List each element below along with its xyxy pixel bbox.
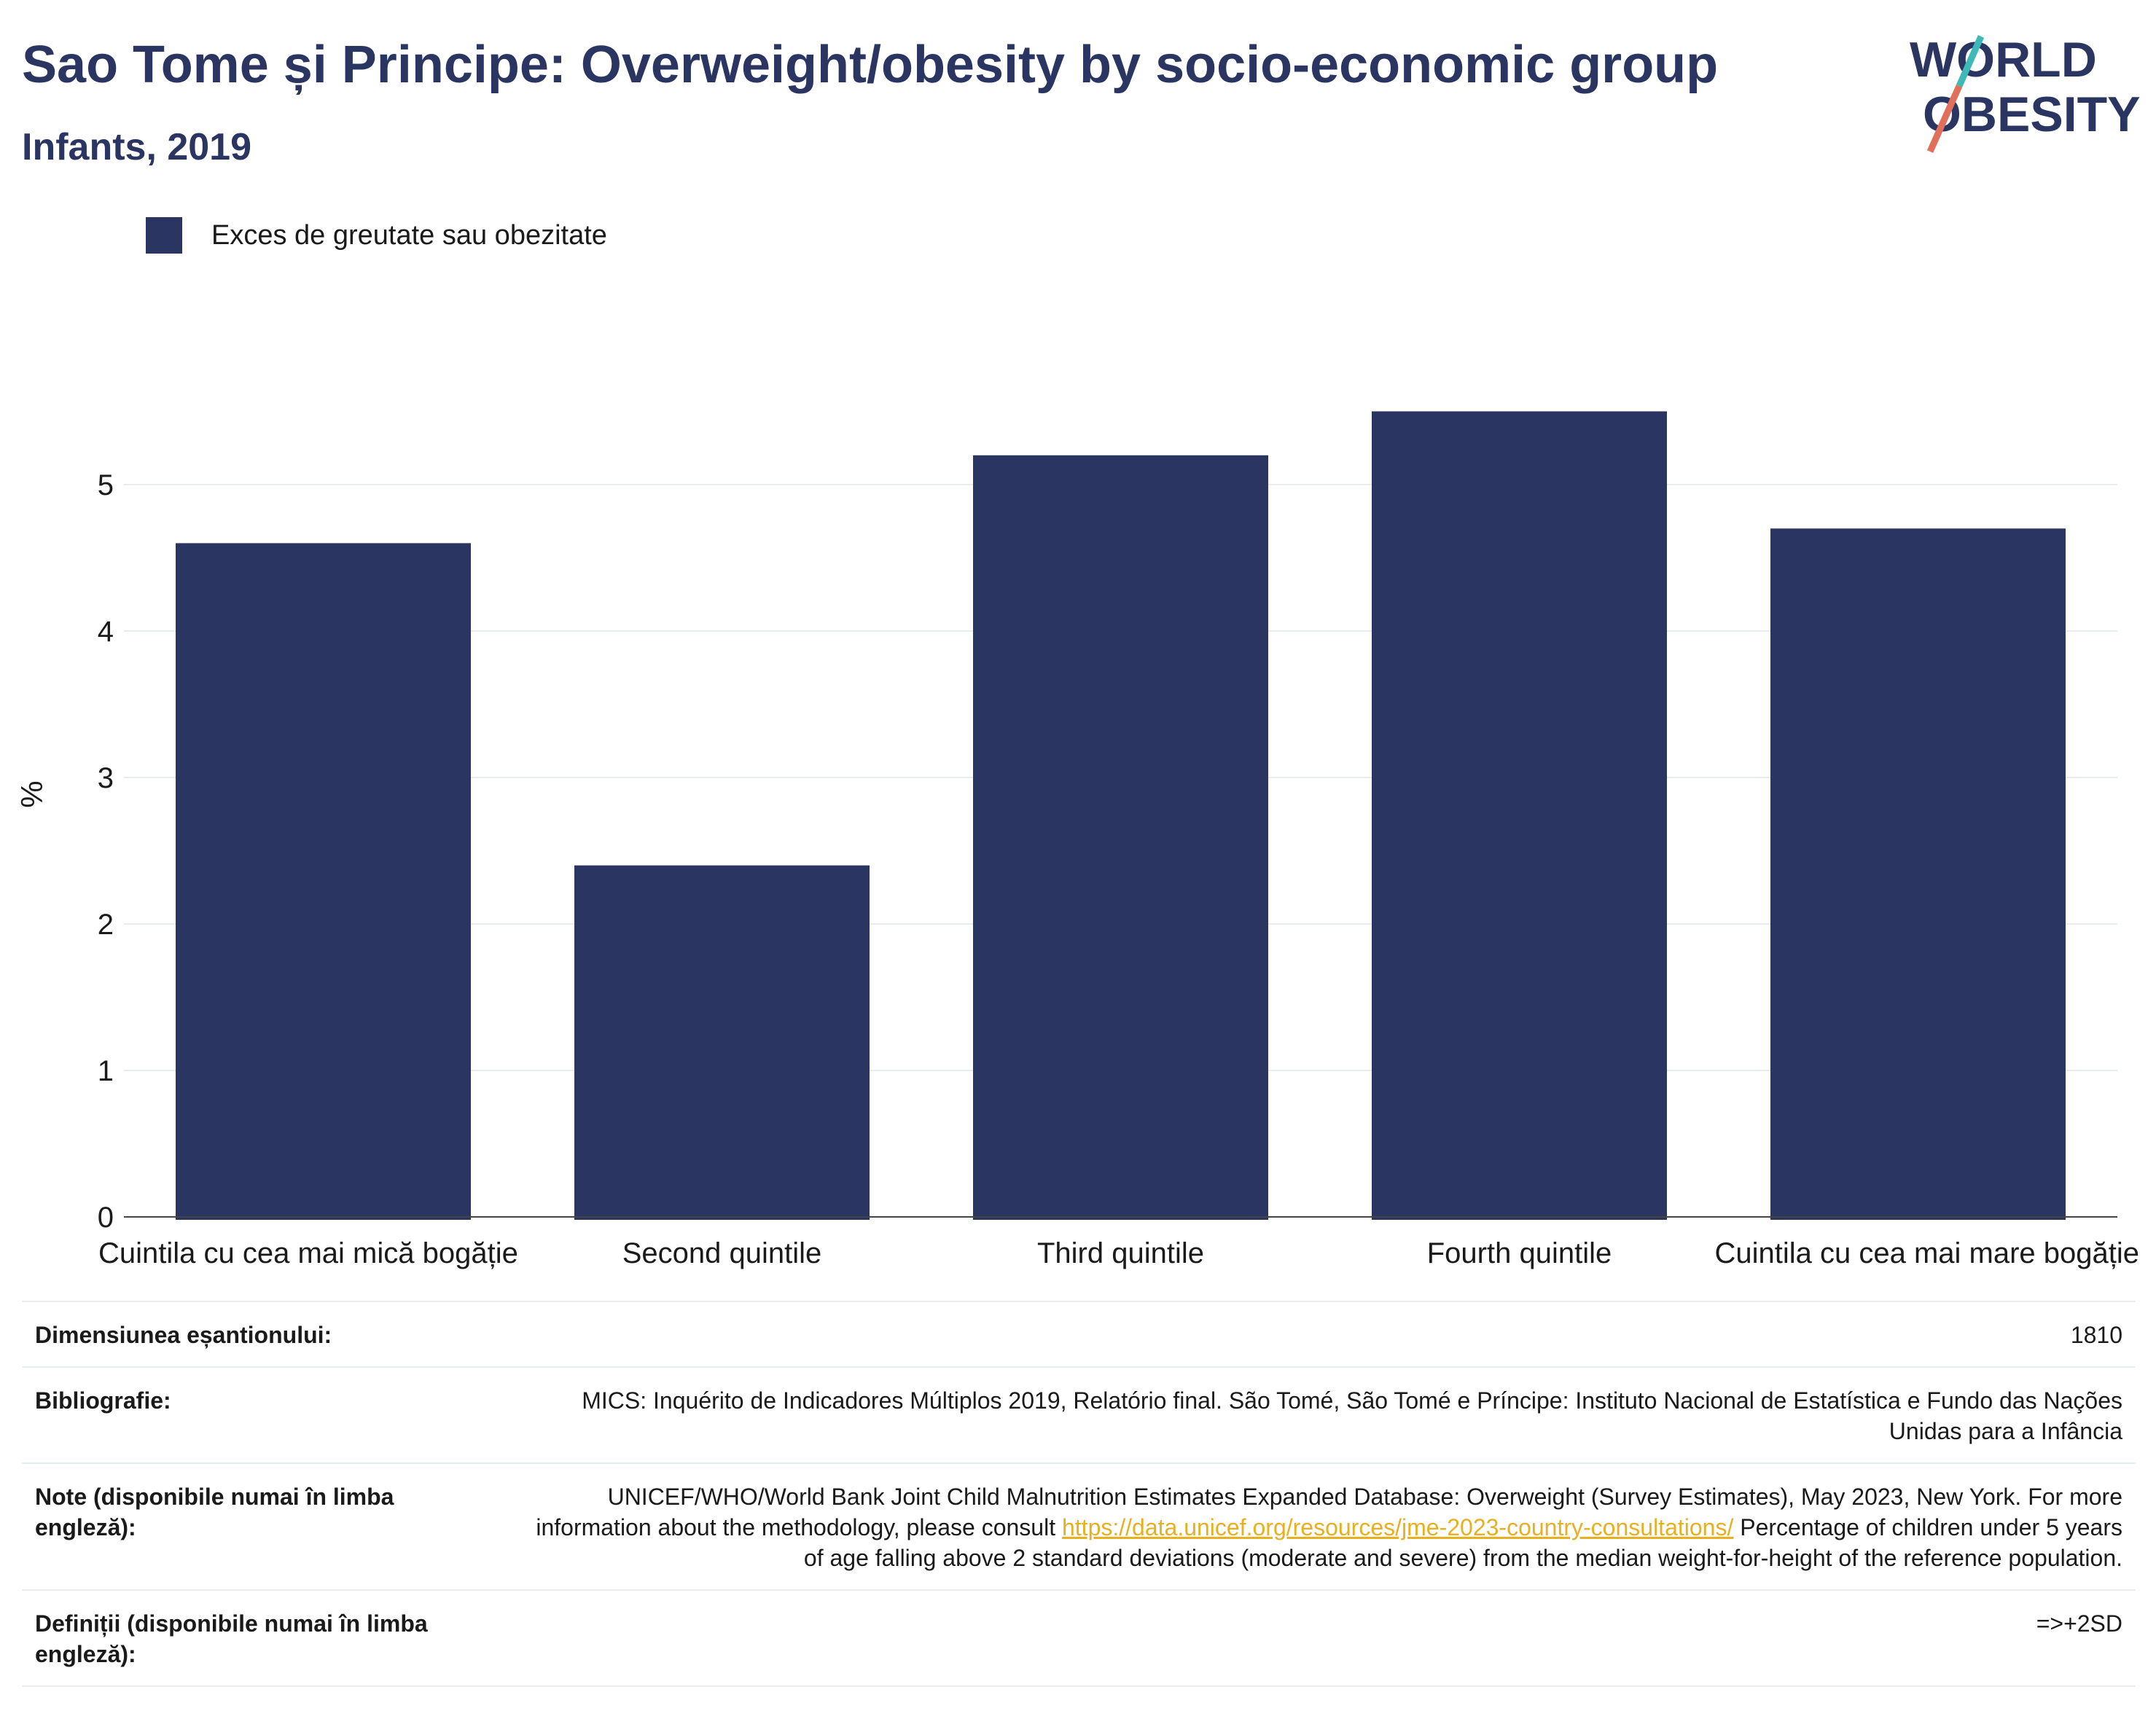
x-tick-label: Third quintile bbox=[1037, 1237, 1204, 1269]
meta-row-bibliography: Bibliografie: MICS: Inquérito de Indicad… bbox=[22, 1366, 2136, 1462]
y-tick-label: 4 bbox=[98, 616, 114, 648]
legend-label: Exces de greutate sau obezitate bbox=[211, 219, 607, 251]
chart-legend[interactable]: Exces de greutate sau obezitate bbox=[146, 217, 607, 254]
chart-title: Sao Tome și Principe: Overweight/obesity… bbox=[22, 36, 1719, 94]
chart-subtitle: Infants, 2019 bbox=[22, 126, 252, 168]
meta-row-definitions: Definiții (disponibile numai în limba en… bbox=[22, 1589, 2136, 1687]
meta-row-notes: Note (disponibile numai în limba engleză… bbox=[22, 1462, 2136, 1589]
logo-slash-teal bbox=[1956, 35, 1985, 87]
meta-key-notes: Note (disponibile numai în limba engleză… bbox=[35, 1484, 394, 1540]
notes-link[interactable]: https://data.unicef.org/resources/jme-20… bbox=[1061, 1514, 1734, 1540]
bars bbox=[176, 411, 2066, 1220]
world-obesity-logo: WORLD OBESITY bbox=[1910, 32, 2141, 153]
x-axis-ticks: Cuintila cu cea mai mică bogăție Second q… bbox=[98, 1237, 2139, 1269]
legend-swatch bbox=[146, 217, 182, 254]
x-tick-label: Cuintila cu cea mai mică bogăție bbox=[98, 1237, 518, 1269]
logo-word-world: WORLD bbox=[1910, 32, 2097, 87]
y-axis-label: % bbox=[15, 780, 49, 807]
y-tick-label: 3 bbox=[98, 762, 114, 794]
meta-val-notes: UNICEF/WHO/World Bank Joint Child Malnut… bbox=[534, 1481, 2122, 1573]
meta-val-definitions: =>+2SD bbox=[2036, 1610, 2122, 1637]
y-tick-label: 1 bbox=[98, 1055, 114, 1087]
meta-val-sample-size: 1810 bbox=[2070, 1322, 2122, 1348]
x-tick-label: Fourth quintile bbox=[1427, 1237, 1612, 1269]
bar-4 bbox=[1372, 411, 1667, 1220]
y-axis-ticks: 0 1 2 3 4 5 bbox=[98, 469, 114, 1234]
x-tick-label: Cuintila cu cea mai mare bogăție bbox=[1714, 1237, 2139, 1269]
y-tick-label: 5 bbox=[98, 469, 114, 501]
y-tick-label: 2 bbox=[98, 909, 114, 941]
meta-key-bibliography: Bibliografie: bbox=[35, 1387, 171, 1414]
meta-key-definitions: Definiții (disponibile numai în limba en… bbox=[35, 1610, 428, 1667]
logo-word-obesity: OBESITY bbox=[1923, 87, 2141, 142]
notes-text-before: UNICEF/WHO/World Bank Joint Child Malnut… bbox=[536, 1484, 2122, 1540]
bar-chart: 0 1 2 3 4 5 Cuintila cu cea mai mică bogăție S… bbox=[15, 411, 2139, 1269]
bar-2 bbox=[574, 865, 870, 1220]
metadata-table: Dimensiunea eșantionului: 1810 Bibliogra… bbox=[22, 1301, 2136, 1687]
bar-1 bbox=[176, 543, 471, 1220]
notes-text-after: Percentage of children under 5 years of … bbox=[803, 1514, 2122, 1571]
meta-row-sample-size: Dimensiunea eșantionului: 1810 bbox=[22, 1301, 2136, 1366]
meta-key-sample-size: Dimensiunea eșantionului: bbox=[35, 1322, 332, 1348]
y-tick-label: 0 bbox=[98, 1202, 114, 1234]
bar-5 bbox=[1770, 528, 2066, 1220]
x-tick-label: Second quintile bbox=[622, 1237, 822, 1269]
bar-3 bbox=[973, 455, 1268, 1220]
logo-slash-red bbox=[1926, 85, 1963, 153]
meta-val-bibliography: MICS: Inquérito de Indicadores Múltiplos… bbox=[582, 1387, 2122, 1444]
